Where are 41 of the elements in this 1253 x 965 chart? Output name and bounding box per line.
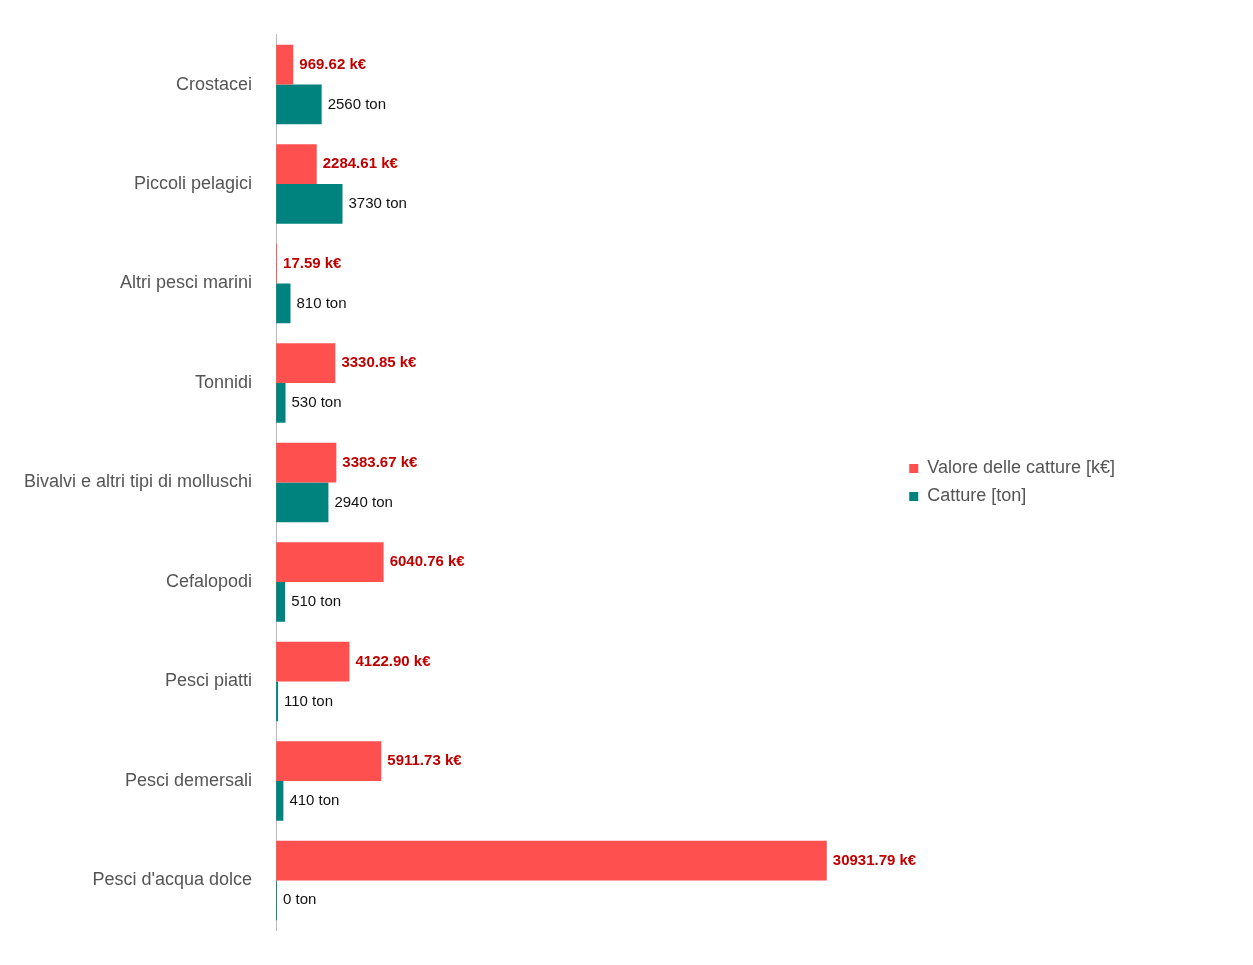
- data-label: 2560 ton: [327, 94, 387, 112]
- data-label: 510 ton: [291, 592, 342, 610]
- bar: [276, 144, 317, 185]
- y-tick-label: Altri pesci marini: [120, 272, 253, 293]
- bar: [276, 184, 343, 224]
- data-label: 810 ton: [296, 293, 347, 311]
- y-tick-label: Bivalvi e altri tipi di molluschi: [24, 471, 253, 492]
- data-label: 0 ton: [283, 890, 317, 908]
- bar: [276, 383, 286, 423]
- data-label: 969.62 k€: [299, 54, 367, 72]
- data-label: 30931.79 k€: [832, 850, 917, 868]
- legend-label: Valore delle catture [k€]: [927, 457, 1116, 478]
- legend-label: Catture [ton]: [927, 485, 1027, 506]
- bar: [276, 542, 384, 582]
- data-label: 5911.73 k€: [387, 751, 463, 769]
- data-label: 530 ton: [291, 393, 342, 411]
- y-tick-label: Crostacei: [176, 73, 253, 94]
- data-label: 110 ton: [284, 691, 333, 709]
- y-tick-label: Piccoli pelagici: [134, 173, 253, 193]
- bar: [276, 840, 827, 881]
- data-label: 2940 ton: [334, 492, 393, 510]
- data-label: 3730 ton: [348, 194, 407, 212]
- bar: [276, 442, 337, 483]
- data-label: 3330.85 k€: [341, 353, 418, 371]
- bar: [276, 343, 336, 384]
- data-label: 3383.67 k€: [342, 452, 419, 470]
- y-tick-label: Pesci piatti: [165, 670, 253, 691]
- y-tick-label: Cefalopodi: [166, 570, 253, 591]
- data-label: 2284.61 k€: [322, 154, 399, 172]
- bar: [276, 641, 350, 682]
- data-label: 410 ton: [289, 791, 340, 809]
- bar: [276, 482, 329, 523]
- y-tick-label: Pesci demersali: [125, 769, 253, 790]
- y-tick-label: Tonnidi: [195, 371, 253, 392]
- data-label: 4122.90 k€: [355, 651, 432, 669]
- data-label: 17.59 k€: [283, 253, 343, 271]
- data-label: 6040.76 k€: [389, 552, 466, 570]
- bar: [276, 741, 382, 781]
- y-tick-label: Pesci d'acqua dolce: [92, 869, 253, 890]
- bar: [276, 44, 294, 85]
- bar: [276, 84, 322, 125]
